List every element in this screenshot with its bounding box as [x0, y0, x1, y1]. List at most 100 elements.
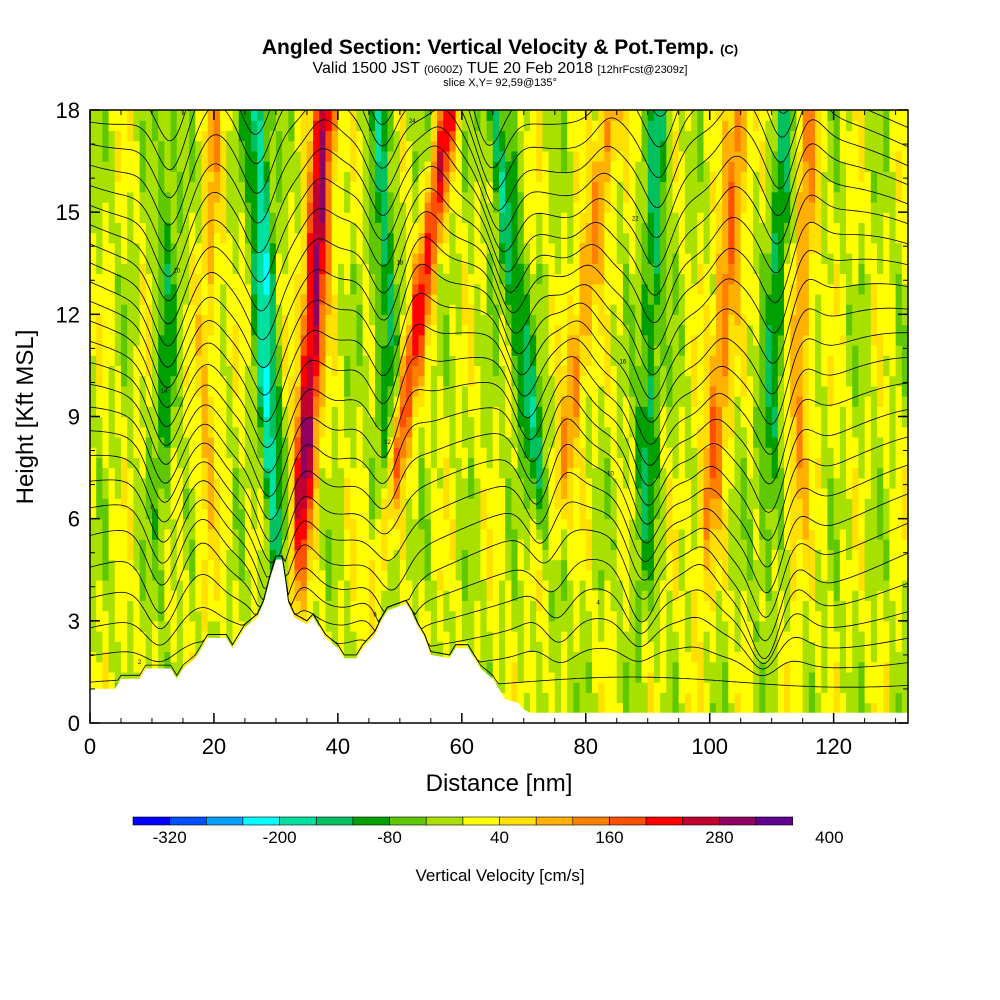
velocity-cell	[591, 140, 599, 152]
velocity-cell	[133, 355, 141, 367]
velocity-cell	[232, 212, 240, 223]
velocity-cell	[133, 334, 141, 346]
velocity-cell	[201, 283, 209, 295]
velocity-cell	[523, 242, 531, 254]
velocity-cell	[170, 579, 178, 591]
velocity-cell	[306, 457, 314, 469]
velocity-cell	[195, 406, 203, 418]
velocity-cell	[120, 222, 128, 234]
velocity-cell	[573, 406, 581, 418]
velocity-cell	[517, 661, 525, 673]
velocity-cell	[523, 457, 531, 469]
velocity-cell	[195, 620, 203, 632]
velocity-cell	[114, 671, 122, 683]
velocity-cell	[579, 130, 587, 142]
velocity-cell	[139, 334, 147, 346]
velocity-cell	[139, 120, 147, 132]
velocity-cell	[399, 201, 407, 213]
velocity-cell	[145, 406, 153, 418]
velocity-cell	[486, 467, 494, 479]
velocity-cell	[356, 253, 364, 264]
velocity-cell	[313, 171, 320, 183]
velocity-cell	[387, 161, 395, 172]
velocity-cell	[133, 242, 141, 254]
velocity-cell	[406, 232, 413, 244]
velocity-cell	[294, 212, 302, 223]
velocity-cell	[306, 477, 314, 489]
velocity-cell	[362, 569, 370, 581]
velocity-cell	[536, 161, 543, 172]
velocity-cell	[356, 324, 364, 336]
velocity-cell	[585, 692, 593, 704]
velocity-cell	[443, 344, 451, 356]
velocity-cell	[220, 120, 227, 132]
velocity-cell	[542, 324, 550, 336]
velocity-cell	[573, 518, 581, 530]
velocity-cell	[486, 140, 494, 152]
velocity-cell	[220, 324, 227, 336]
velocity-cell	[176, 314, 184, 326]
velocity-cell	[120, 671, 128, 683]
velocity-cell	[511, 416, 519, 428]
velocity-cell	[133, 436, 141, 448]
velocity-cell	[151, 191, 159, 203]
velocity-cell	[263, 559, 271, 571]
velocity-cell	[499, 171, 506, 183]
velocity-cell	[474, 150, 482, 162]
velocity-cell	[393, 232, 401, 244]
velocity-cell	[585, 579, 593, 591]
velocity-cell	[257, 201, 265, 213]
velocity-cell	[114, 150, 122, 162]
velocity-cell	[207, 467, 215, 479]
velocity-cell	[424, 253, 432, 264]
velocity-cell	[263, 314, 271, 326]
velocity-cell	[368, 610, 376, 622]
velocity-cell	[213, 375, 221, 387]
velocity-cell	[443, 161, 451, 172]
velocity-cell	[567, 559, 574, 571]
velocity-cell	[548, 549, 556, 561]
velocity-cell	[294, 110, 302, 121]
velocity-cell	[213, 334, 221, 346]
velocity-cell	[226, 212, 234, 223]
velocity-cell	[313, 201, 320, 213]
velocity-cell	[499, 641, 506, 653]
velocity-cell	[499, 191, 506, 203]
velocity-cell	[226, 396, 234, 407]
velocity-cell	[591, 488, 599, 499]
velocity-cell	[536, 171, 543, 183]
velocity-cell	[108, 590, 116, 601]
velocity-cell	[356, 539, 364, 550]
velocity-cell	[548, 140, 556, 152]
velocity-cell	[356, 477, 364, 489]
velocity-cell	[430, 263, 438, 275]
velocity-cell	[523, 171, 531, 183]
velocity-cell	[412, 120, 420, 132]
velocity-cell	[480, 171, 488, 183]
velocity-cell	[381, 590, 389, 601]
velocity-cell	[195, 283, 203, 295]
velocity-cell	[319, 385, 327, 397]
velocity-cell	[133, 518, 141, 530]
velocity-cell	[406, 477, 413, 489]
velocity-cell	[269, 539, 277, 550]
velocity-cell	[399, 528, 407, 540]
velocity-cell	[344, 273, 351, 285]
velocity-cell	[176, 324, 184, 336]
velocity-cell	[511, 692, 519, 704]
velocity-cell	[213, 355, 221, 367]
velocity-cell	[114, 283, 122, 295]
velocity-cell	[114, 610, 122, 622]
velocity-cell	[437, 610, 444, 622]
velocity-cell	[461, 273, 469, 285]
velocity-cell	[480, 488, 488, 499]
velocity-cell	[474, 569, 482, 581]
velocity-cell	[430, 447, 438, 458]
velocity-cell	[226, 273, 234, 285]
velocity-cell	[418, 140, 426, 152]
velocity-cell	[300, 191, 308, 203]
velocity-cell	[96, 375, 103, 387]
velocity-cell	[139, 365, 147, 377]
velocity-cell	[560, 293, 568, 305]
velocity-cell	[523, 344, 531, 356]
